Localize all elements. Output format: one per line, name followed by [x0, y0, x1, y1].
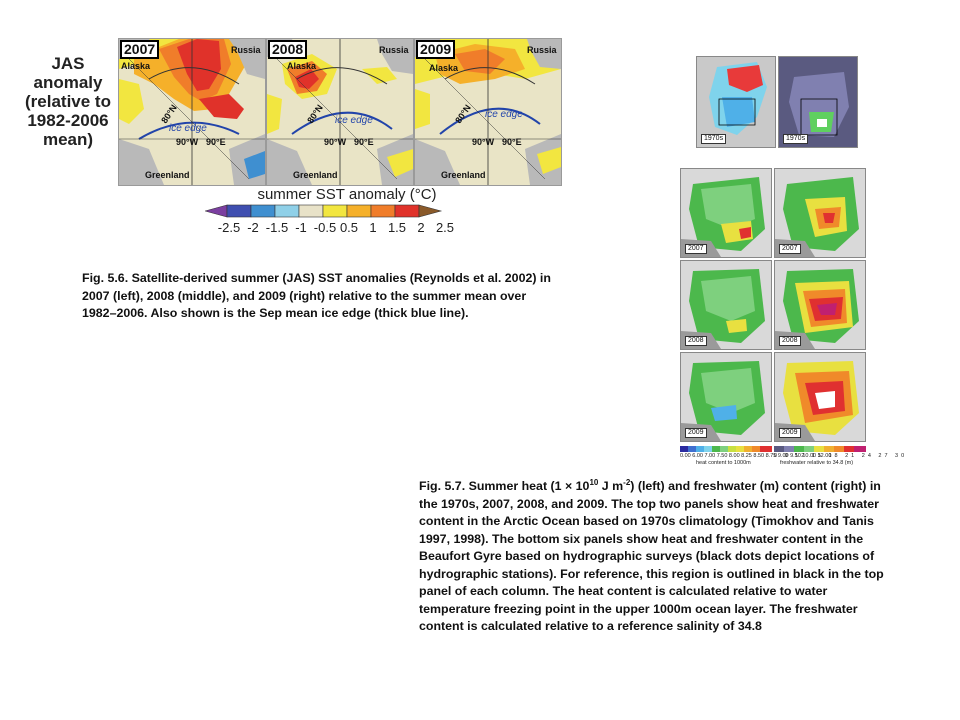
colorbar-tick-label: -1: [295, 220, 307, 235]
lon-east-label: 90°E: [354, 137, 374, 147]
jas-label-line: (relative to: [25, 92, 111, 111]
caption-part: Fig. 5.7. Summer heat (1 × 10: [419, 479, 590, 493]
caption-superscript: -2: [623, 477, 631, 487]
colorbar-segment: [226, 204, 252, 218]
freshwater-map-1970s: [779, 57, 857, 147]
freshwater-panel-2008: 2008: [774, 260, 866, 350]
freshwater-panel-2007: 2007: [774, 168, 866, 258]
heat-colorbar-ticks: 0.00 6.00 7.00 7.50 8.00 8.25 8.50 8.75 …: [680, 453, 832, 459]
freshwater-colorbar-label: freshwater relative to 34.8 (m): [780, 460, 854, 466]
colorbar-tick-label: 2.5: [435, 220, 455, 235]
russia-label: Russia: [231, 45, 261, 55]
colorbar-segment: [394, 204, 420, 218]
lon-west-label: 90°W: [176, 137, 199, 147]
alaska-label: Alaska: [287, 61, 317, 71]
year-tag-2007: 2007: [120, 40, 160, 59]
lon-west-label: 90°W: [324, 137, 347, 147]
panel-label: 1970s: [701, 134, 727, 144]
year-tag-2008: 2008: [268, 40, 308, 59]
jas-label-line: JAS: [51, 54, 85, 73]
freshwater-colorbar-ticks: 0 9 12 15 18 21 24 27 30: [774, 453, 908, 459]
russia-label: Russia: [527, 45, 557, 55]
caption-text: Fig. 5.6. Satellite-derived summer (JAS)…: [82, 271, 551, 320]
heat-map-2009: [681, 353, 771, 441]
heat-panel-2008: 2008: [680, 260, 772, 350]
colorbar-title: summer SST anomaly (°C): [257, 186, 437, 203]
alaska-label: Alaska: [429, 63, 459, 73]
freshwater-panel-1970s: 1970s: [778, 56, 858, 148]
sst-colorbar: [205, 204, 443, 218]
heat-map-1970s: [697, 57, 775, 147]
caption-part: J m: [598, 479, 624, 493]
panel-label: 2008: [685, 336, 707, 346]
greenland-label: Greenland: [145, 170, 190, 180]
colorbar-segment: [370, 204, 396, 218]
caption-superscript: 10: [589, 477, 599, 487]
lon-east-label: 90°E: [502, 137, 522, 147]
colorbar-tick-label: -1.5: [265, 220, 289, 235]
alaska-label: Alaska: [121, 61, 151, 71]
freshwater-colorbar: [774, 446, 866, 452]
colorbar-tick-label: -2: [247, 220, 259, 235]
colorbar-segment: [250, 204, 276, 218]
colorbar-left-arrow: [205, 204, 228, 218]
year-tag-2009: 2009: [416, 40, 456, 59]
figure-5-7-caption: Fig. 5.7. Summer heat (1 × 1010 J m-2) (…: [419, 478, 889, 636]
greenland-label: Greenland: [441, 170, 486, 180]
colorbar-tick-label: 1.5: [387, 220, 407, 235]
lon-east-label: 90°E: [206, 137, 226, 147]
colorbar-tick-label: 2: [417, 220, 425, 235]
jas-label-line: anomaly: [33, 73, 103, 92]
jas-label-line: mean): [42, 130, 94, 149]
heat-panel-2007: 2007: [680, 168, 772, 258]
freshwater-map-2009: [775, 353, 865, 441]
colorbar-right-arrow: [418, 204, 443, 218]
heat-map-2007: [681, 169, 771, 257]
colorbar-tick-label: -0.5: [313, 220, 337, 235]
caption-text: Fig. 5.7. Summer heat (1 × 1010 J m-2) (…: [419, 478, 889, 636]
heat-colorbar-label: heat content to 1000m: [696, 460, 751, 466]
freshwater-panel-2009: 2009: [774, 352, 866, 442]
panel-label: 2009: [779, 428, 801, 438]
heat-colorbar: [680, 446, 772, 452]
colorbar-segment: [298, 204, 324, 218]
figure-5-6-caption: Fig. 5.6. Satellite-derived summer (JAS)…: [82, 270, 557, 323]
panel-label: 2009: [685, 428, 707, 438]
colorbar-tick-label: 1: [369, 220, 377, 235]
colorbar-segment: [322, 204, 348, 218]
sst-map-2008: 2008 Alaska Russia 80°N ice edge 90°W 90…: [266, 38, 414, 186]
sst-map-2009: 2009 Alaska Russia 80°N ice edge 90°W 90…: [414, 38, 562, 186]
sst-map-2007: 2007 Alaska Russia 80°N ice edge 90°W 90…: [118, 38, 266, 186]
panel-label: 2007: [779, 244, 801, 254]
heat-panel-2009: 2009: [680, 352, 772, 442]
russia-label: Russia: [379, 45, 409, 55]
colorbar-segment: [274, 204, 300, 218]
jas-anomaly-label: JAS anomaly (relative to 1982-2006 mean): [18, 54, 118, 149]
lon-west-label: 90°W: [472, 137, 495, 147]
heat-panel-1970s: 1970s: [696, 56, 776, 148]
ice-edge-label: ice edge: [169, 123, 207, 134]
ice-edge-label: ice edge: [335, 115, 373, 126]
panel-label: 2008: [779, 336, 801, 346]
freshwater-map-2008: [775, 261, 865, 349]
freshwater-map-2007: [775, 169, 865, 257]
jas-label-line: 1982-2006: [27, 111, 109, 130]
colorbar-tick-label: -2.5: [217, 220, 241, 235]
colorbar-segment: [346, 204, 372, 218]
greenland-label: Greenland: [293, 170, 338, 180]
caption-part: ) (left) and freshwater (m) content (rig…: [419, 479, 884, 633]
ice-edge-label: ice edge: [485, 109, 523, 120]
panel-label: 2007: [685, 244, 707, 254]
colorbar-tick-label: 0.5: [339, 220, 359, 235]
panel-label: 1970s: [783, 134, 809, 144]
